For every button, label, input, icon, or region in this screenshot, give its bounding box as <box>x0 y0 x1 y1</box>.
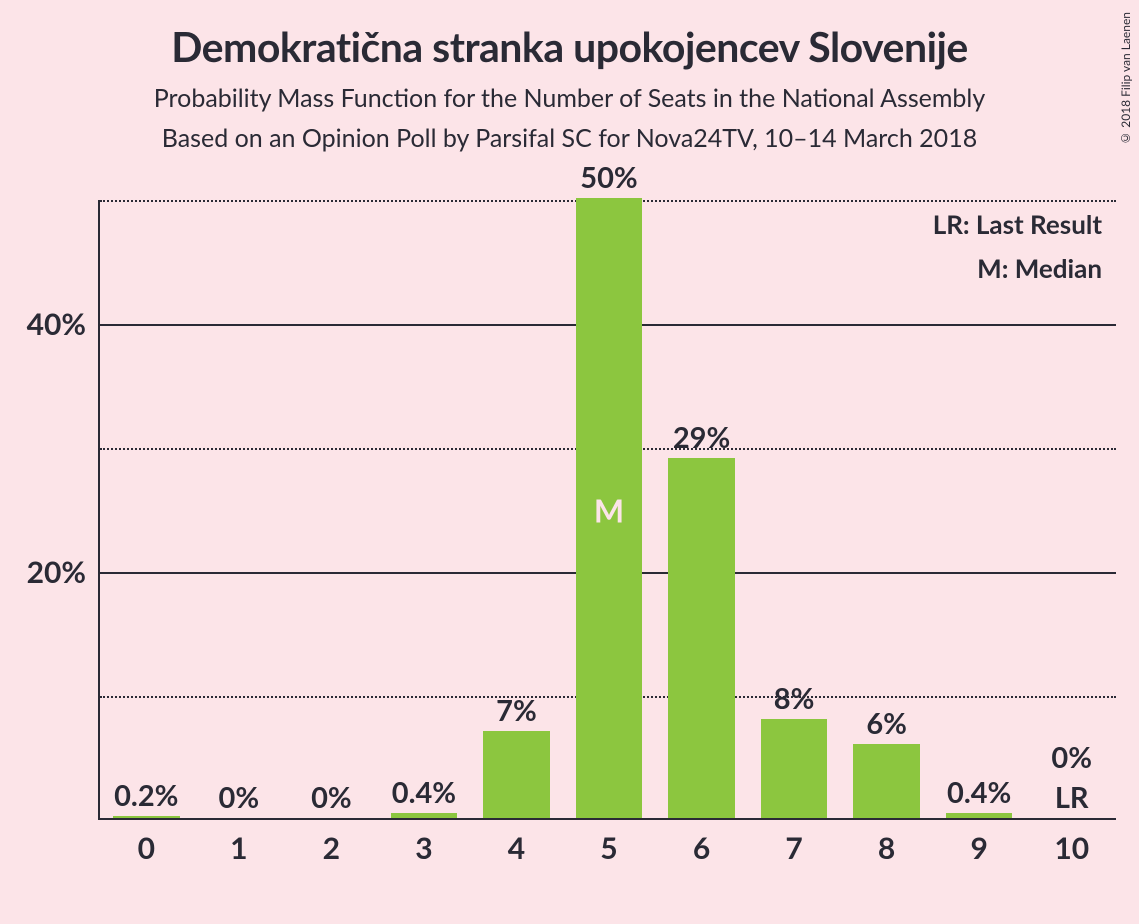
x-axis-label: 0 <box>138 830 155 866</box>
bar-value-label: 29% <box>673 420 730 455</box>
bar-value-label: 7% <box>496 693 537 728</box>
last-result-marker: LR <box>1055 780 1089 815</box>
bar-value-label: 0% <box>219 780 260 815</box>
chart-subtitle-2: Based on an Opinion Poll by Parsifal SC … <box>0 123 1139 153</box>
bar-value-label: 0% <box>1051 740 1092 775</box>
y-axis-label: 40% <box>27 306 86 342</box>
y-axis-label: 20% <box>27 554 86 590</box>
x-axis-label: 5 <box>600 830 617 866</box>
bar-value-label: 0.2% <box>114 778 178 813</box>
plot-region: LR: Last Result M: Median 20%40%00.2%10%… <box>98 200 1116 820</box>
x-axis-label: 1 <box>230 830 247 866</box>
bar <box>391 813 458 818</box>
x-axis-label: 9 <box>970 830 987 866</box>
x-axis-label: 4 <box>508 830 525 866</box>
x-axis-label: 10 <box>1054 830 1089 866</box>
x-axis-label: 6 <box>693 830 710 866</box>
bar-value-label: 0.4% <box>392 775 456 810</box>
chart-area: LR: Last Result M: Median 20%40%00.2%10%… <box>98 200 1116 820</box>
legend-last-result: LR: Last Result <box>933 208 1102 240</box>
bar-value-label: 50% <box>580 160 637 195</box>
bar-value-label: 6% <box>866 706 907 741</box>
chart-title: Demokratična stranka upokojencev Sloveni… <box>0 0 1139 71</box>
x-axis-label: 3 <box>415 830 432 866</box>
bar-value-label: 0.4% <box>947 775 1011 810</box>
legend-median: M: Median <box>977 252 1102 284</box>
x-axis-label: 7 <box>785 830 802 866</box>
bar <box>946 813 1013 818</box>
bar-value-label: 0% <box>311 780 352 815</box>
chart-subtitle-1: Probability Mass Function for the Number… <box>0 83 1139 113</box>
bar <box>761 719 828 818</box>
x-axis-label: 8 <box>878 830 895 866</box>
median-marker: M <box>594 491 624 530</box>
x-axis-label: 2 <box>323 830 340 866</box>
bar-value-label: 8% <box>774 681 815 716</box>
bar <box>668 458 735 818</box>
copyright-text: © 2018 Filip van Laenen <box>1118 12 1133 146</box>
bar <box>113 816 180 818</box>
bar <box>483 731 550 818</box>
bar <box>853 744 920 818</box>
